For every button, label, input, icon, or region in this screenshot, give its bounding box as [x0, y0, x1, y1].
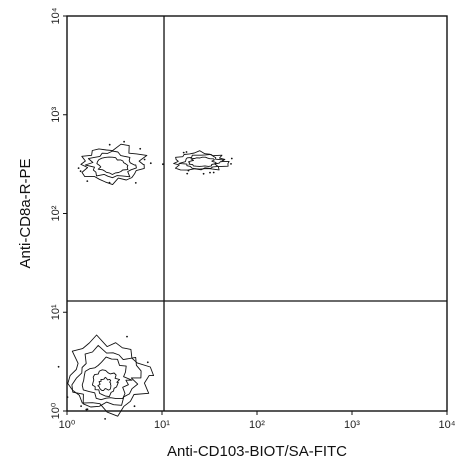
population-1-event	[108, 181, 111, 184]
plot-frame	[66, 15, 448, 412]
population-2-contour-2	[178, 153, 224, 171]
population-2-event	[212, 171, 215, 174]
x-axis-title: Anti-CD103-BIOT/SA-FITC	[167, 443, 347, 460]
x-tick-label: 10⁰	[59, 419, 76, 431]
population-1-contour-1	[80, 143, 148, 186]
population-3-contour-2	[71, 344, 142, 408]
y-axis-ticks: 10⁰ 10¹ 10² 10³ 10⁴	[50, 7, 67, 419]
y-tick-label: 10²	[50, 205, 62, 221]
population-2-contour-3	[187, 156, 217, 167]
population-1-event	[139, 147, 142, 150]
population-2-event	[187, 169, 190, 172]
population-3-contour-3	[81, 356, 133, 401]
population-1-event	[86, 180, 89, 183]
population-3-event	[104, 418, 106, 420]
population-2-event	[230, 157, 233, 160]
x-tick-label: 10²	[249, 419, 265, 431]
population-2-event	[186, 172, 189, 175]
population-1-event	[108, 143, 111, 146]
x-axis-ticks: 10⁰ 10¹ 10² 10³ 10⁴	[59, 411, 456, 431]
y-tick-label: 10¹	[50, 304, 62, 320]
population-1-event	[77, 167, 80, 170]
population-3-event	[80, 405, 82, 407]
y-axis-title: Anti-CD8a-R-PE	[17, 158, 34, 268]
population-2-event	[230, 163, 232, 165]
population-1-event	[123, 140, 125, 143]
population-3-contour-5	[97, 376, 112, 391]
y-tick-label: 10³	[50, 106, 62, 122]
population-3-event	[85, 408, 88, 411]
population-2-event	[202, 172, 205, 175]
population-1-event	[79, 170, 82, 173]
population-1-contour-3	[96, 156, 129, 175]
quadrant-gates	[67, 16, 447, 411]
population-3-event	[126, 335, 128, 338]
x-tick-label: 10¹	[154, 419, 170, 431]
population-2-contour-1	[173, 150, 230, 171]
population-2-event	[209, 171, 211, 174]
population-3-event	[57, 365, 60, 368]
population-1-event	[134, 182, 137, 184]
population-3-event	[146, 361, 149, 364]
population-2-event	[162, 163, 164, 166]
x-tick-label: 10⁴	[439, 419, 456, 431]
population-2-event	[182, 151, 185, 154]
population-2-event	[185, 151, 188, 153]
y-tick-label: 10⁴	[50, 7, 62, 24]
population-1-event	[143, 158, 146, 161]
contour-layer	[57, 140, 233, 420]
population-1-contour-2	[84, 150, 137, 179]
x-tick-label: 10³	[344, 419, 360, 431]
population-1-event	[149, 162, 152, 165]
population-3-event	[133, 405, 136, 408]
population-3-contour-4	[91, 369, 121, 398]
y-tick-label: 10⁰	[50, 402, 62, 419]
population-3-contour-1	[67, 334, 155, 417]
